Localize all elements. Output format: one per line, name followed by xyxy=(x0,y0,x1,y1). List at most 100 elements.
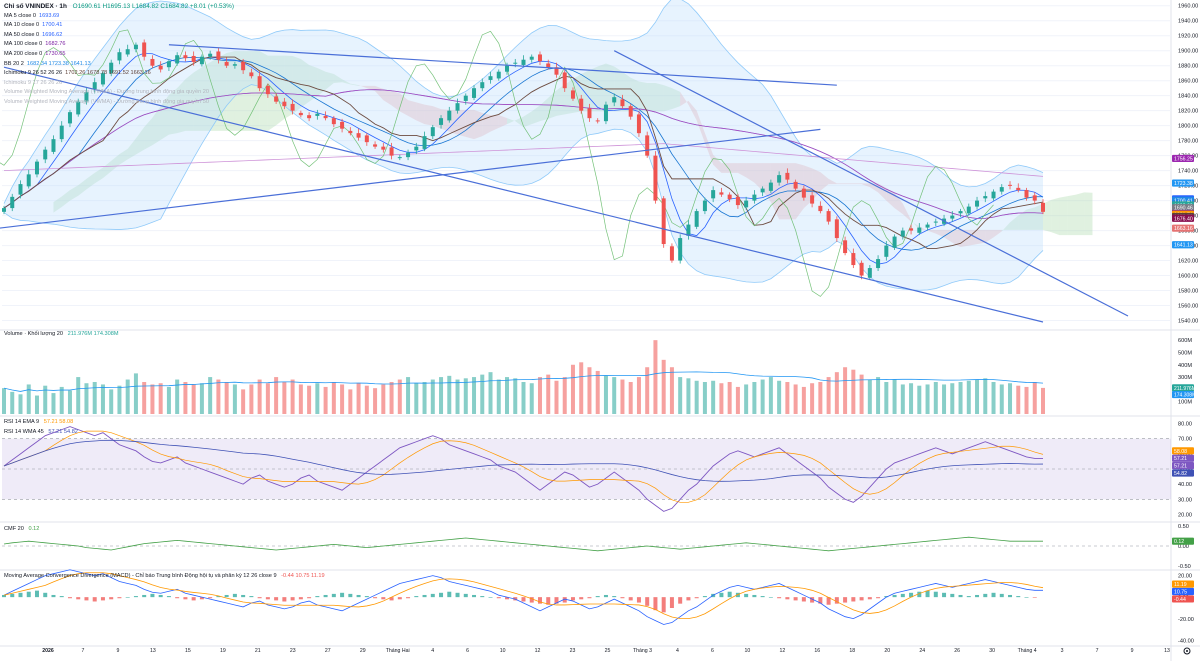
candle xyxy=(397,154,402,161)
legend-row[interactable]: MA 10 close 0 1700.41 xyxy=(4,21,234,31)
ichimoku-cloud-segment xyxy=(449,109,458,135)
legend-row[interactable]: BB 20 2 1682.34 1723.38 1641.13 xyxy=(4,60,234,70)
volume-bar xyxy=(843,367,848,414)
legend-row[interactable]: Volume Weighted Moving Average (VWMA) - … xyxy=(4,88,234,98)
volume-title[interactable]: Volume · Khối lượng 20 xyxy=(4,331,64,337)
macd-badge-label: 10.75 xyxy=(1174,590,1187,596)
macd-histogram-bar xyxy=(909,592,914,598)
candle xyxy=(166,58,171,71)
volume-bar xyxy=(232,384,237,414)
candle-body xyxy=(892,236,897,248)
volume-bar xyxy=(645,367,650,414)
macd-histogram-bar xyxy=(455,592,460,598)
candle-body xyxy=(818,205,823,212)
volume-ma-line xyxy=(3,371,1044,392)
symbol-title[interactable]: Chỉ số VNINDEX · 1h xyxy=(4,3,67,10)
macd-histogram-bar xyxy=(579,597,584,600)
volume-bar xyxy=(10,391,15,414)
candle-body xyxy=(909,228,914,231)
candle xyxy=(117,48,122,65)
legend-row[interactable]: MA 200 close 0 1730.65 xyxy=(4,50,234,60)
rsi-badge-label: 54.82 xyxy=(1174,471,1187,477)
ichimoku-cloud-segment xyxy=(1075,192,1085,236)
candle xyxy=(867,265,872,281)
legend-row[interactable]: Ichimoku 9 17 26 26 26 xyxy=(4,79,234,89)
volume-bar xyxy=(991,382,996,414)
legend-row[interactable]: Ichimoku 9 26 52 26 26 1702.26 1678.78 16… xyxy=(4,69,234,79)
legend-row[interactable]: Volume Weighted Moving Average (VWMA) - … xyxy=(4,98,234,108)
legend-row[interactable]: MA 100 close 0 1682.76 xyxy=(4,40,234,50)
macd-values: -0.44 10.75 11.19 xyxy=(281,573,325,579)
candle-body xyxy=(966,206,971,214)
cmf-title[interactable]: CMF 20 xyxy=(4,526,24,532)
macd-histogram-bar xyxy=(199,597,204,600)
macd-histogram-bar xyxy=(397,597,402,600)
candle xyxy=(719,187,724,197)
volume-bar xyxy=(323,386,328,414)
volume-bar xyxy=(554,380,559,414)
candle-body xyxy=(876,259,881,269)
rsi-line1[interactable]: RSI 14 EMA 9 xyxy=(4,419,40,425)
legend-value: 1730.65 xyxy=(45,50,66,57)
macd-histogram-bar xyxy=(232,593,237,598)
candle xyxy=(834,216,839,242)
volume-bar xyxy=(628,382,633,414)
candle xyxy=(975,196,980,210)
time-axis-label: Tháng 3 xyxy=(633,648,652,654)
volume-bar xyxy=(389,382,394,414)
rsi-axis-label: 20.00 xyxy=(1178,512,1192,518)
legend-value: 1696.62 xyxy=(42,31,63,38)
ichimoku-cloud-segment xyxy=(474,109,483,140)
candle-body xyxy=(735,196,740,206)
legend-label: MA 50 close 0 xyxy=(4,31,40,38)
macd-histogram-bar xyxy=(752,594,757,598)
macd-histogram-bar xyxy=(793,597,798,601)
ma200-line xyxy=(3,143,1044,177)
candle-body xyxy=(546,63,551,68)
candle xyxy=(26,169,31,189)
candle-body xyxy=(843,240,848,254)
candle-body xyxy=(166,61,171,68)
price-badge xyxy=(1172,241,1194,249)
ma100-line xyxy=(3,89,1044,219)
candle xyxy=(900,227,905,240)
candle xyxy=(826,208,831,225)
time-axis-label: 15 xyxy=(185,648,191,654)
ichimoku-cloud-segment xyxy=(1034,203,1043,230)
volume-axis-label: 600M xyxy=(1178,338,1192,344)
ichimoku-cloud-segment xyxy=(1010,215,1019,230)
candle-body xyxy=(1008,184,1013,186)
settings-gear-icon[interactable] xyxy=(1183,647,1191,655)
macd-histogram-bar xyxy=(290,597,295,601)
candle-body xyxy=(422,136,427,149)
ichimoku-cloud-segment xyxy=(977,229,986,245)
macd-histogram-bar xyxy=(851,597,856,602)
legend-row[interactable]: MA 50 close 0 1696.62 xyxy=(4,31,234,41)
volume-bar xyxy=(51,393,56,414)
candle xyxy=(744,196,749,210)
macd-title[interactable]: Moving Average Convergence Divergence (M… xyxy=(4,573,277,579)
macd-histogram-bar xyxy=(983,593,988,598)
candle-body xyxy=(752,194,757,201)
volume-bar xyxy=(59,386,64,414)
candle xyxy=(752,190,757,204)
macd-histogram-bar xyxy=(595,596,600,598)
ichimoku-cloud-segment xyxy=(1051,197,1060,236)
macd-histogram-bar xyxy=(603,594,608,598)
candle-body xyxy=(183,55,188,59)
macd-histogram-bar xyxy=(150,593,155,598)
macd-histogram-bar xyxy=(340,592,345,598)
volume-bar xyxy=(430,379,435,414)
volume-bar xyxy=(900,384,905,414)
volume-bar xyxy=(876,377,881,414)
candle-body xyxy=(612,97,617,103)
candle xyxy=(472,85,477,101)
macd-badge-label: 11.19 xyxy=(1174,582,1187,588)
rsi-line2[interactable]: RSI 14 WMA 45 xyxy=(4,428,44,435)
candle xyxy=(84,88,89,105)
rsi-axis-label: 30.00 xyxy=(1178,497,1192,503)
macd-histogram-bar xyxy=(546,597,551,605)
candle xyxy=(232,61,237,69)
legend-row[interactable]: MA 5 close 0 1693.69 xyxy=(4,12,234,22)
